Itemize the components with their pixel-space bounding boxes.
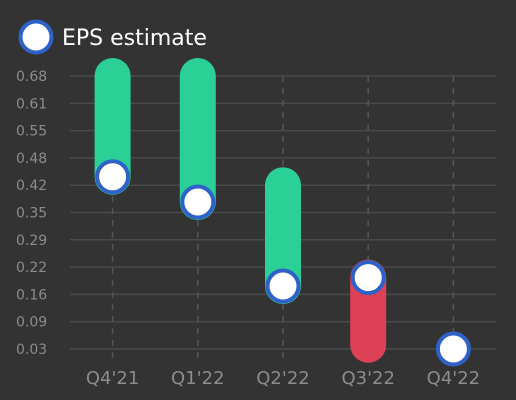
- y-tick-label: 0.03: [16, 342, 47, 358]
- y-tick-label: 0.55: [16, 124, 47, 140]
- legend: EPS estimate: [18, 19, 207, 55]
- legend-label: EPS estimate: [62, 26, 207, 51]
- x-tick-label: Q4'22: [427, 368, 480, 389]
- estimate-marker: [265, 268, 301, 304]
- x-tick-label: Q4'21: [86, 368, 139, 389]
- y-tick-label: 0.09: [16, 315, 47, 331]
- y-tick-label: 0.16: [16, 287, 47, 303]
- x-tick-label: Q2'22: [256, 368, 309, 389]
- y-tick-label: 0.48: [16, 151, 47, 167]
- x-axis: Q4'21 Q1'22 Q2'22 Q3'22 Q4'22: [86, 368, 480, 389]
- actual-range-bar: [265, 167, 301, 304]
- actual-range-bar: [94, 58, 131, 195]
- x-tick-label: Q1'22: [171, 368, 224, 389]
- legend-marker-icon: [18, 19, 54, 55]
- actual-range-bar: [179, 58, 216, 220]
- estimate-marker: [180, 184, 216, 220]
- y-tick-label: 0.68: [16, 69, 47, 85]
- y-axis: 0.68 0.61 0.55 0.48 0.42 0.35 0.29 0.22 0.16 0.09…: [16, 69, 47, 358]
- x-tick-label: Q3'22: [341, 368, 394, 389]
- estimate-marker: [435, 331, 471, 367]
- estimate-marker: [95, 159, 131, 195]
- y-tick-label: 0.29: [16, 233, 47, 249]
- y-tick-label: 0.35: [16, 206, 47, 222]
- y-tick-label: 0.42: [16, 178, 47, 194]
- estimate-markers: [95, 159, 471, 367]
- estimate-marker: [350, 260, 386, 296]
- y-tick-label: 0.22: [16, 260, 47, 276]
- y-tick-label: 0.61: [16, 96, 47, 112]
